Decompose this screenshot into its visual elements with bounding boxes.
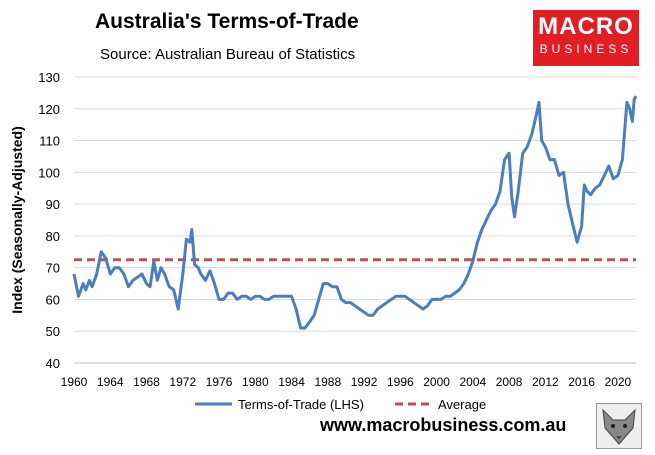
logo-line-1: MACRO (538, 13, 634, 40)
website-url: www.macrobusiness.com.au (320, 415, 567, 435)
x-tick-label: 1996 (387, 375, 414, 389)
fox-mascot-icon (596, 403, 642, 449)
gridlines (74, 76, 636, 364)
legend-label-average: Average (438, 397, 486, 412)
x-tick-label: 2012 (532, 375, 559, 389)
x-tick-labels: 1960 1964 1968 1972 1976 1980 1984 1988 1992 1996… (61, 375, 632, 389)
macrobusiness-logo: MACRO BUSINESS (533, 10, 639, 66)
chart-title: Australia's Terms-of-Trade (95, 10, 359, 33)
y-tick-label: 120 (38, 102, 60, 117)
y-axis-label: Index (Seasonally-Adjusted) (9, 126, 25, 313)
x-tick-label: 1964 (97, 375, 124, 389)
logo-line-2: BUSINESS (539, 42, 633, 56)
y-tick-label: 90 (46, 197, 60, 212)
y-tick-label: 100 (38, 165, 60, 180)
y-tick-label: 110 (39, 134, 60, 149)
x-tick-label: 2016 (568, 375, 595, 389)
x-tick-label: 2000 (423, 375, 450, 389)
x-tick-label: 1988 (314, 375, 341, 389)
y-tick-label: 40 (46, 356, 60, 371)
x-tick-label: 2020 (605, 375, 632, 389)
legend: Terms-of-Trade (LHS) Average (195, 397, 486, 412)
x-tick-label: 2004 (459, 375, 486, 389)
y-tick-label: 130 (38, 70, 60, 85)
x-tick-label: 1976 (206, 375, 233, 389)
x-tick-label: 1968 (133, 375, 160, 389)
legend-label-series: Terms-of-Trade (LHS) (238, 397, 364, 412)
series-lines (72, 95, 638, 330)
y-tick-label: 60 (46, 292, 60, 307)
x-tick-label: 1984 (278, 375, 305, 389)
y-tick-label: 50 (46, 324, 60, 339)
x-tick-label: 1972 (169, 375, 196, 389)
x-tick-label: 1992 (351, 375, 378, 389)
x-tick-label: 1960 (61, 375, 88, 389)
x-tick-label: 1980 (242, 375, 269, 389)
chart-subtitle: Source: Australian Bureau of Statistics (100, 46, 356, 63)
y-tick-label: 70 (46, 261, 60, 276)
y-tick-label: 80 (46, 229, 60, 244)
x-tick-label: 2008 (496, 375, 523, 389)
y-tick-labels: 40 50 60 70 80 90 100 110 120 130 (38, 70, 60, 371)
terms-of-trade-line (72, 95, 638, 330)
